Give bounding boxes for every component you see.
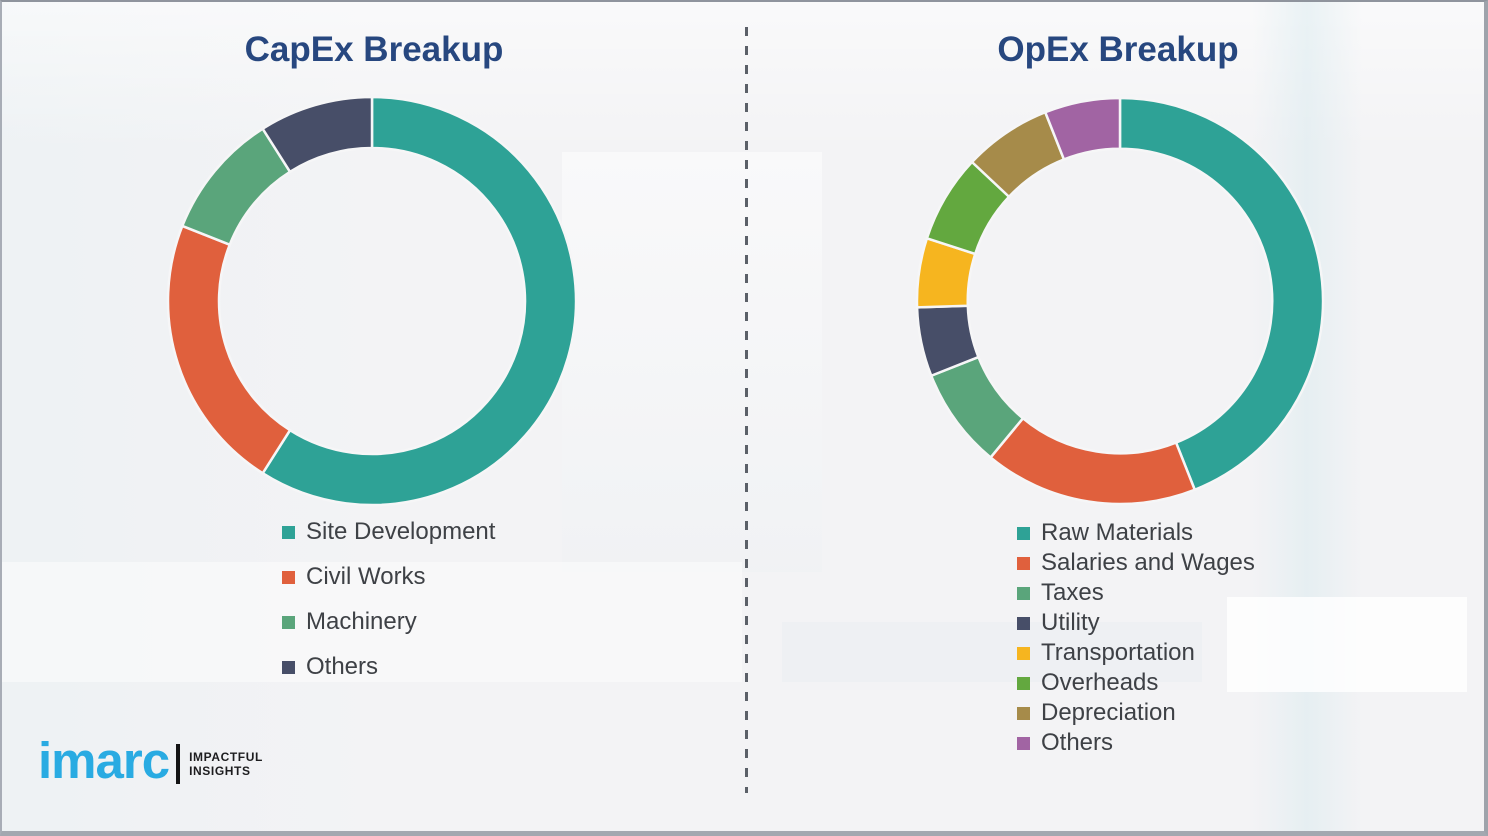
- donut-segment-others: [261, 95, 374, 174]
- legend-label: Overheads: [1041, 669, 1159, 696]
- capex-chart-title: CapEx Breakup: [244, 30, 504, 69]
- legend-swatch-civil-works: [282, 570, 295, 584]
- legend-item-others: Others: [1017, 729, 1255, 757]
- donut-segment-salaries-and-wages: [989, 417, 1196, 506]
- opex-donut-chart: [915, 96, 1325, 506]
- legend-swatch-utility: [1017, 616, 1030, 630]
- legend-item-overheads: Overheads: [1017, 669, 1255, 697]
- legend-swatch-site-development: [282, 525, 295, 539]
- legend-swatch-machinery: [282, 615, 295, 629]
- legend-swatch-raw-materials: [1017, 526, 1030, 540]
- legend-label: Transportation: [1041, 639, 1195, 666]
- legend-swatch-transportation: [1017, 646, 1030, 660]
- background-texture: [562, 152, 822, 572]
- legend-label: Raw Materials: [1041, 519, 1194, 546]
- legend-item-taxes: Taxes: [1017, 579, 1255, 607]
- legend-label: Depreciation: [1041, 699, 1176, 726]
- legend-label: Salaries and Wages: [1041, 549, 1255, 576]
- legend-label: Others: [306, 653, 379, 680]
- vertical-dashed-divider: [745, 27, 748, 793]
- legend-item-raw-materials: Raw Materials: [1017, 519, 1255, 547]
- legend-item-depreciation: Depreciation: [1017, 699, 1255, 727]
- legend-item-others: Others: [282, 653, 495, 681]
- donut-segment-civil-works: [166, 224, 292, 475]
- donut-segment-raw-materials: [1118, 96, 1325, 492]
- imarc-logo: imarc IMPACTFUL INSIGHTS: [38, 735, 263, 792]
- legend-label: Machinery: [306, 608, 417, 635]
- legend-item-machinery: Machinery: [282, 608, 495, 636]
- opex-legend: Raw Materials Salaries and Wages Taxes Util…: [1017, 519, 1255, 759]
- legend-label: Utility: [1041, 609, 1100, 636]
- imarc-logo-wordmark: imarc: [38, 732, 170, 789]
- capex-donut-chart: [166, 95, 578, 507]
- legend-swatch-others: [282, 660, 295, 674]
- legend-label: Civil Works: [306, 563, 426, 590]
- legend-label: Taxes: [1041, 579, 1104, 606]
- background-texture: [1227, 597, 1467, 692]
- legend-item-salaries-and-wages: Salaries and Wages: [1017, 549, 1255, 577]
- legend-label: Site Development: [306, 518, 496, 545]
- legend-label: Others: [1041, 729, 1114, 756]
- opex-chart-title: OpEx Breakup: [997, 30, 1239, 69]
- legend-swatch-others: [1017, 736, 1030, 750]
- legend-swatch-depreciation: [1017, 706, 1030, 720]
- imarc-logo-divider-bar: [176, 743, 181, 784]
- capex-legend: Site Development Civil Works Machinery Othe…: [282, 518, 495, 698]
- legend-swatch-salaries-and-wages: [1017, 556, 1030, 570]
- donut-segment-others: [1044, 96, 1122, 161]
- legend-item-utility: Utility: [1017, 609, 1255, 637]
- legend-item-transportation: Transportation: [1017, 639, 1255, 667]
- legend-item-civil-works: Civil Works: [282, 563, 495, 591]
- legend-swatch-overheads: [1017, 676, 1030, 690]
- legend-swatch-taxes: [1017, 586, 1030, 600]
- donut-segment-site-development: [261, 95, 578, 507]
- imarc-tagline-line2: INSIGHTS: [189, 763, 251, 778]
- imarc-tagline-line1: IMPACTFUL: [189, 749, 263, 764]
- legend-item-site-development: Site Development: [282, 518, 495, 546]
- imarc-logo-tagline: IMPACTFUL INSIGHTS: [189, 750, 263, 778]
